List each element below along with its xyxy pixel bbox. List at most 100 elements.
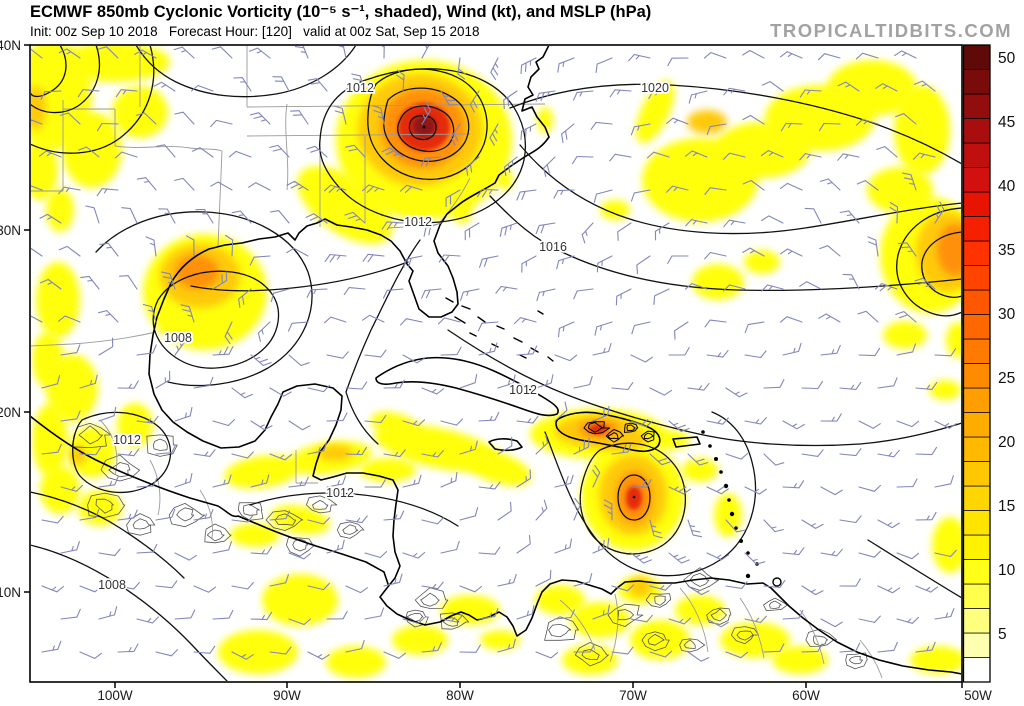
wind-barb [782,480,805,489]
vorticity-blob [370,411,420,439]
wind-barb [842,273,860,290]
wind-barb [307,384,330,393]
wind-barb [554,354,578,362]
wind-barb [117,582,140,590]
jamaica-coastline [488,438,523,452]
wind-barb [668,617,692,625]
coastlines-layer [31,46,961,675]
wind-barb [839,578,861,587]
wind-barb [630,354,653,363]
wind-barb [421,102,432,125]
wind-barb [440,471,458,488]
mslp-contour-label: 1012 [404,215,432,229]
terrain-contour [342,524,359,535]
vorticity-blob [392,625,448,655]
terrain-contour [204,523,232,544]
wind-barb [288,354,310,367]
wind-barb [323,316,347,324]
wind-barb [592,604,610,620]
mslp-contour-label: 1012 [113,433,141,447]
wind-barb [306,288,328,298]
wind-barb [464,222,480,241]
wind-barb [782,547,805,556]
wind-barb [98,406,117,422]
terrain-contour [643,432,654,440]
terrain-contour [132,518,151,530]
wind-barb [294,46,309,59]
wind-barb [333,105,347,125]
wind-barb [725,519,746,533]
wind-barb [372,105,385,125]
wind-barb [193,645,216,654]
wind-barb [224,234,234,257]
wind-barb [402,616,426,624]
wind-barb [381,221,404,230]
vorticity-blob [262,574,338,626]
wind-barb [364,349,387,358]
wind-barb [40,90,62,100]
wind-barb [231,451,254,459]
wind-barb [79,508,100,521]
wind-barb [450,123,461,146]
wind-barb [934,201,945,224]
colorbar-segment [963,461,991,487]
terrain-contour [286,536,316,557]
wind-barb [516,345,538,356]
wind-barb [58,48,81,59]
chart-subtitle: Init: 00z Sep 10 2018 Forecast Hour: [12… [30,24,480,39]
wind-barb [136,616,159,624]
wind-barb [421,450,444,458]
wind-barb [782,420,805,430]
wind-barb [685,219,708,227]
wind-barb [60,484,84,492]
wind-barb [345,381,368,390]
terrain-contour [100,454,141,482]
wind-barb [345,639,365,653]
vorticity-blob [31,140,58,200]
wind-barb [79,374,98,389]
wind-barb [489,123,499,146]
vorticity-shading-layer [31,46,961,678]
wind-barbs-layer [31,46,957,662]
wind-barb [60,410,81,422]
wind-barb [799,281,822,290]
wind-barb [617,222,632,241]
wind-barb [423,222,442,237]
wind-barb [212,609,234,620]
wind-barb [858,550,881,558]
terrain-contour [731,626,759,645]
wind-barb [649,519,663,539]
wind-barb [478,546,501,555]
terrain-contour [306,495,338,514]
wind-barb [364,479,386,488]
south-america-borders [559,587,883,679]
wind-barb [742,247,765,257]
wind-barb [142,303,157,323]
vorticity-blob [883,321,927,349]
vorticity-blob [112,86,168,138]
wind-barb [161,271,176,290]
vorticity-blob [682,458,718,482]
wind-barb [782,609,804,620]
wind-barb [421,642,442,653]
wind-barb [396,69,405,92]
wind-barb [725,651,749,659]
terrain-contour [845,652,868,670]
wind-barb [41,640,62,653]
colorbar-segment [963,265,991,291]
vorticity-blob [62,112,122,188]
colorbar-segment [963,559,991,585]
wind-barb [934,348,957,357]
wind-barb [896,343,917,356]
wind-barb [250,354,272,366]
colorbar-tick-label: 5 [998,626,1007,643]
wind-barb [383,573,403,587]
wind-barb [706,486,729,495]
colorbar-tick-label: 35 [998,242,1015,259]
vorticity-blob [600,200,630,220]
vorticity-blob [117,403,153,447]
terrain-contour [237,502,264,521]
wind-barb [896,478,918,488]
wind-barb [421,288,442,299]
